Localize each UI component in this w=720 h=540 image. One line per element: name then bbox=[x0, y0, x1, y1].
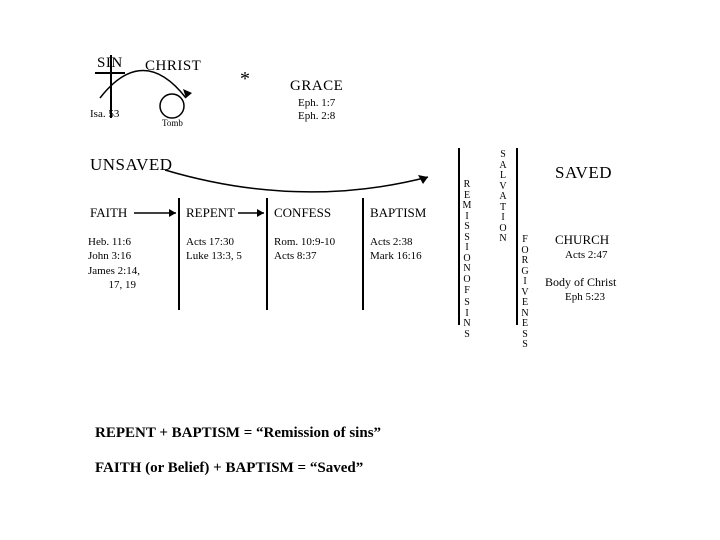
ref: Rom. 10:9-10 bbox=[274, 235, 335, 249]
vline-repent bbox=[178, 198, 180, 310]
tomb-label: Tomb bbox=[162, 118, 183, 128]
ref: James 2:14, bbox=[88, 264, 140, 278]
church-ref: Acts 2:47 bbox=[565, 248, 607, 262]
vtext-salvation: SALVATION bbox=[498, 150, 508, 245]
label-church: CHURCH bbox=[555, 232, 609, 248]
baptism-refs: Acts 2:38 Mark 16:16 bbox=[370, 235, 422, 264]
ref: Acts 8:37 bbox=[274, 249, 335, 263]
label-grace: GRACE bbox=[290, 78, 343, 95]
grace-ref2: Eph. 2:8 bbox=[298, 109, 335, 123]
ref: Luke 13:3, 5 bbox=[186, 249, 242, 263]
ref: Mark 16:16 bbox=[370, 249, 422, 263]
repent-refs: Acts 17:30 Luke 13:3, 5 bbox=[186, 235, 242, 264]
faith-refs: Heb. 11:6 John 3:16 James 2:14, 17, 19 bbox=[88, 235, 140, 292]
arc-over-cross bbox=[88, 48, 208, 118]
asterisk: * bbox=[240, 68, 250, 91]
vtext-of1: OF bbox=[462, 275, 472, 296]
col-baptism: BAPTISM bbox=[370, 205, 426, 221]
vline-confess bbox=[266, 198, 268, 310]
equation-2: FAITH (or Belief) + BAPTISM = “Saved” bbox=[95, 460, 363, 477]
ref: Acts 2:38 bbox=[370, 235, 422, 249]
ref: 17, 19 bbox=[88, 278, 140, 292]
ref: John 3:16 bbox=[88, 249, 140, 263]
ref: Acts 17:30 bbox=[186, 235, 242, 249]
col-confess: CONFESS bbox=[274, 205, 331, 221]
arrow-faith-repent bbox=[132, 206, 184, 220]
vline-remission bbox=[458, 148, 460, 325]
body-ref: Eph 5:23 bbox=[565, 290, 605, 304]
confess-refs: Rom. 10:9-10 Acts 8:37 bbox=[274, 235, 335, 264]
col-repent: REPENT bbox=[186, 205, 235, 221]
vline-baptism bbox=[362, 198, 364, 310]
vline-salvation bbox=[516, 148, 518, 325]
vtext-sins: SINS bbox=[462, 298, 472, 340]
ref: Heb. 11:6 bbox=[88, 235, 140, 249]
label-body: Body of Christ bbox=[545, 275, 616, 290]
arc-unsaved-to-baptism bbox=[160, 155, 440, 205]
vtext-forgiveness: FORGIVENESS bbox=[520, 235, 530, 351]
col-faith: FAITH bbox=[90, 205, 127, 221]
label-saved: SAVED bbox=[555, 163, 612, 183]
equation-1: REPENT + BAPTISM = “Remission of sins” bbox=[95, 425, 381, 442]
vtext-remission: REMISSION bbox=[462, 180, 472, 275]
